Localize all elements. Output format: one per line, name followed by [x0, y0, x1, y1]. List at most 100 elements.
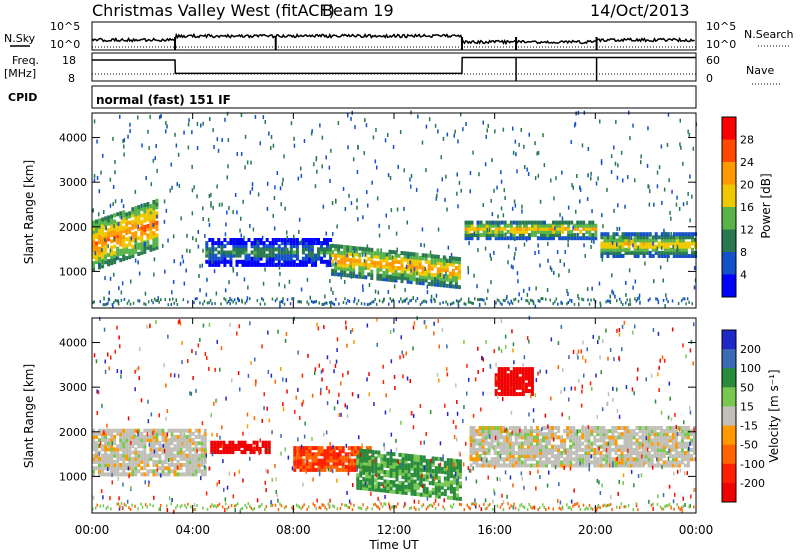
- heatmap-cell: [539, 429, 542, 434]
- heatmap-cell: [572, 432, 576, 437]
- heatmap-cell: [170, 438, 174, 443]
- heatmap-cell: [551, 444, 554, 449]
- heatmap-cell: [654, 244, 658, 249]
- heatmap-cell: [146, 233, 150, 238]
- heatmap-noise-cell: [625, 385, 628, 390]
- heatmap-cell: [176, 472, 180, 477]
- heatmap-cell: [116, 444, 120, 449]
- heatmap-noise-cell: [537, 371, 539, 376]
- heatmap-noise-cell: [675, 425, 678, 429]
- heatmap-cell: [623, 429, 627, 434]
- heatmap-cell: [651, 238, 655, 243]
- ground-scatter-cell: [113, 300, 115, 304]
- heatmap-cell: [406, 261, 410, 265]
- heatmap-cell: [110, 456, 114, 461]
- heatmap-noise-cell: [93, 119, 96, 124]
- heatmap-cell: [161, 466, 165, 471]
- heatmap-noise-cell: [423, 319, 426, 324]
- heatmap-noise-cell: [616, 242, 618, 247]
- heatmap-cell: [92, 261, 95, 266]
- heatmap-cell: [469, 457, 473, 462]
- heatmap-cell: [509, 379, 513, 384]
- heatmap-noise-cell: [155, 320, 157, 324]
- heatmap-cell: [398, 484, 402, 489]
- heatmap-noise-cell: [568, 397, 570, 402]
- heatmap-cell: [539, 438, 542, 443]
- heatmap-cell: [137, 441, 141, 446]
- heatmap-noise-cell: [455, 462, 457, 467]
- heatmap-cell: [188, 434, 192, 439]
- heatmap-cell: [494, 233, 498, 238]
- heatmap-noise-cell: [261, 344, 263, 349]
- heatmap-cell: [320, 458, 324, 463]
- heatmap-cell: [362, 477, 366, 482]
- heatmap-cell: [314, 461, 318, 466]
- heatmap-noise-cell: [676, 432, 679, 437]
- heatmap-cell: [307, 244, 311, 249]
- heatmap-noise-cell: [656, 184, 659, 189]
- heatmap-cell: [641, 451, 645, 455]
- heatmap-noise-cell: [493, 188, 495, 193]
- heatmap-cell: [395, 461, 399, 466]
- heatmap-cell: [167, 472, 171, 477]
- heatmap-cell: [439, 273, 443, 278]
- heatmap-cell: [383, 454, 387, 459]
- heatmap-cell: [152, 218, 156, 223]
- heatmap-cell: [590, 429, 594, 434]
- heatmap-cell: [185, 447, 189, 452]
- heatmap-noise-cell: [224, 508, 226, 513]
- heatmap-cell: [605, 435, 609, 440]
- heatmap-noise-cell: [130, 279, 132, 284]
- heatmap-cell: [104, 472, 108, 477]
- heatmap-cell: [128, 230, 132, 235]
- heatmap-cell: [125, 450, 129, 455]
- heatmap-cell: [252, 440, 256, 445]
- heatmap-cell: [308, 452, 312, 457]
- heatmap-noise-cell: [547, 258, 549, 263]
- heatmap-cell: [430, 260, 434, 265]
- ground-scatter-cell: [329, 301, 331, 304]
- heatmap-cell: [383, 470, 387, 474]
- heatmap-cell: [304, 256, 308, 261]
- heatmap-noise-cell: [147, 483, 150, 487]
- heatmap-cell: [606, 244, 610, 249]
- heatmap-noise-cell: [391, 255, 394, 260]
- heatmap-noise-cell: [205, 491, 208, 496]
- heatmap-cell: [376, 248, 380, 253]
- heatmap-cell: [137, 469, 141, 474]
- heatmap-cell: [476, 226, 480, 231]
- heatmap-noise-cell: [456, 400, 458, 404]
- heatmap-cell: [514, 435, 518, 440]
- heatmap-noise-cell: [295, 395, 297, 400]
- ground-scatter-cell: [688, 300, 690, 304]
- heatmap-cell: [377, 488, 381, 493]
- heatmap-cell: [326, 259, 329, 264]
- heatmap-cell: [155, 441, 159, 446]
- ground-scatter-cell: [599, 301, 601, 305]
- heatmap-noise-cell: [208, 322, 211, 327]
- heatmap-noise-cell: [225, 222, 227, 227]
- heatmap-cell: [271, 247, 275, 252]
- heatmap-cell: [638, 426, 642, 430]
- heatmap-cell: [635, 460, 639, 465]
- heatmap-noise-cell: [666, 142, 669, 147]
- heatmap-cell: [388, 277, 392, 282]
- heatmap-noise-cell: [484, 498, 487, 503]
- heatmap-noise-cell: [657, 372, 659, 377]
- heatmap-cell: [343, 257, 347, 262]
- heatmap-noise-cell: [163, 219, 166, 224]
- heatmap-cell: [515, 223, 519, 228]
- heatmap-cell: [491, 223, 495, 228]
- heatmap-noise-cell: [147, 129, 149, 134]
- heatmap-cell: [125, 428, 129, 433]
- heatmap-cell: [452, 465, 456, 469]
- heatmap-cell: [376, 261, 380, 265]
- heatmap-cell: [675, 247, 679, 252]
- heatmap-noise-cell: [291, 466, 294, 471]
- heatmap-noise-cell: [484, 162, 487, 167]
- heatmap-cell: [599, 463, 603, 468]
- heatmap-cell: [554, 444, 558, 449]
- heatmap-cell: [379, 267, 383, 272]
- heatmap-cell: [503, 226, 507, 231]
- heatmap-cell: [122, 466, 126, 471]
